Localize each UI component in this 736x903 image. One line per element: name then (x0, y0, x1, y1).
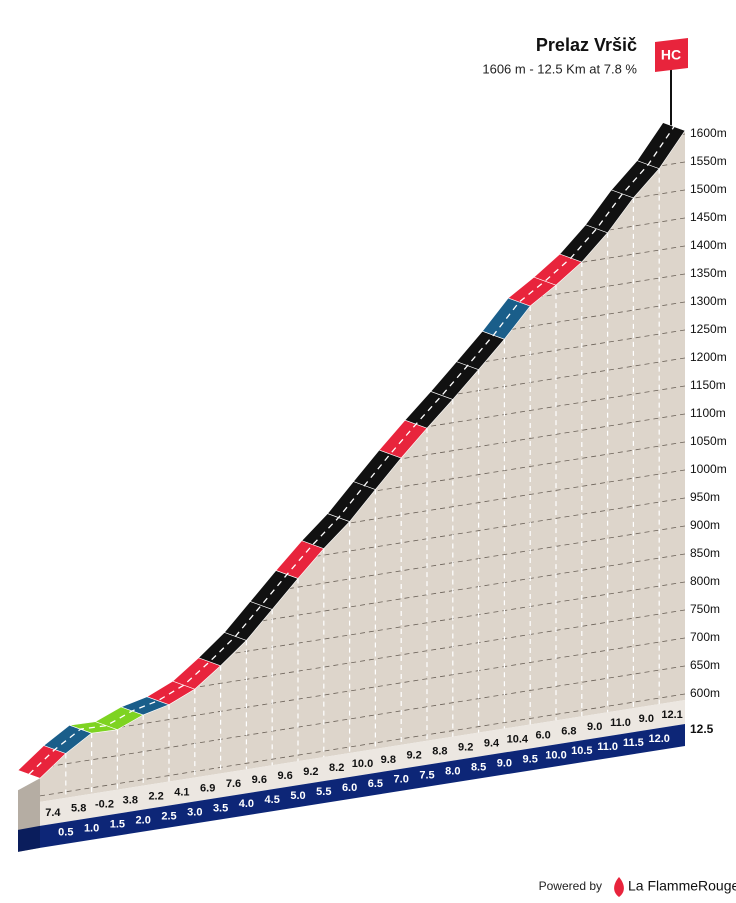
x-tick-label: 7.0 (394, 774, 409, 786)
x-tick-label: 5.5 (316, 786, 331, 798)
x-tick-label: 6.0 (342, 782, 357, 794)
x-tick-label: 1.0 (84, 823, 99, 835)
y-tick-label: 1000m (690, 462, 727, 476)
category-label: HC (661, 47, 681, 63)
gradient-label: 3.8 (123, 795, 138, 807)
gradient-label: 9.2 (303, 766, 318, 778)
gradient-label: 10.4 (507, 733, 529, 745)
y-tick-label: 750m (690, 602, 720, 616)
gradient-label: 5.8 (71, 803, 86, 815)
gradient-label: 9.2 (458, 742, 473, 754)
gradient-label: 10.0 (352, 758, 373, 770)
gradient-label: 9.2 (406, 750, 421, 762)
gradient-label: -0.2 (95, 799, 114, 811)
x-tick-label: 12.5 (690, 722, 714, 736)
y-tick-label: 1050m (690, 434, 727, 448)
gradient-label: 6.8 (561, 725, 576, 737)
brand: La FlammeRouge (628, 878, 736, 894)
x-tick-label: 9.0 (497, 757, 512, 769)
y-tick-label: 1300m (690, 294, 727, 308)
x-tick-label: 9.5 (523, 753, 538, 765)
y-tick-label: 800m (690, 574, 720, 588)
gradient-label: 9.0 (587, 721, 602, 733)
powered-by: Powered by (539, 879, 602, 893)
gradient-label: 7.4 (45, 807, 61, 819)
x-tick-label: 10.5 (571, 745, 592, 757)
x-tick-label: 4.0 (239, 798, 254, 810)
x-tick-label: 5.0 (290, 790, 305, 802)
gradient-label: 7.6 (226, 778, 241, 790)
gradient-label: 4.1 (174, 786, 189, 798)
y-tick-label: 700m (690, 630, 720, 644)
x-tick-label: 0.5 (58, 827, 73, 839)
title: Prelaz Vršič (536, 35, 637, 55)
x-tick-label: 3.5 (213, 802, 228, 814)
y-tick-label: 1550m (690, 154, 727, 168)
grid-line (40, 693, 685, 797)
y-tick-label: 1200m (690, 350, 727, 364)
x-tick-label: 7.5 (419, 770, 434, 782)
gradient-label: 9.4 (484, 737, 500, 749)
x-tick-label: 12.0 (648, 733, 669, 745)
gradient-label: 6.9 (200, 782, 215, 794)
y-tick-label: 1400m (690, 238, 727, 252)
gradient-strip (40, 700, 685, 826)
y-tick-label: 1350m (690, 266, 727, 280)
grid-line (40, 665, 685, 769)
gradient-label: 9.6 (252, 774, 267, 786)
gradient-label: 2.2 (148, 790, 163, 802)
y-tick-label: 1250m (690, 322, 727, 336)
y-tick-label: 600m (690, 686, 720, 700)
gradient-label: 9.6 (277, 770, 292, 782)
y-tick-label: 850m (690, 546, 720, 560)
x-tick-label: 2.0 (136, 815, 151, 827)
x-tick-label: 3.0 (187, 806, 202, 818)
category-flag (655, 38, 688, 72)
x-tick-label: 8.5 (471, 762, 486, 774)
plot: 600m 650m 700m 750m 800m 850m 900m 950m 1000m 105… (17, 122, 727, 852)
km-strip (40, 724, 685, 848)
gradient-label: 9.0 (639, 713, 654, 725)
gradient-label: 8.8 (432, 746, 447, 758)
x-tick-label: 11.5 (623, 737, 644, 749)
y-tick-label: 1100m (690, 406, 726, 420)
x-tick-label: 11.0 (597, 741, 618, 753)
subtitle: 1606 m - 12.5 Km at 7.8 % (482, 61, 637, 76)
gradient-label: 8.2 (329, 762, 344, 774)
y-tick-label: 1150m (690, 378, 726, 392)
brand-logo (614, 877, 624, 897)
grid-line (40, 637, 685, 741)
x-tick-label: 2.5 (161, 810, 176, 822)
km-strip-side (18, 825, 40, 852)
y-tick-label: 950m (690, 490, 720, 504)
x-tick-label: 6.5 (368, 778, 383, 790)
gradient-label: 9.8 (381, 754, 396, 766)
front-face (40, 130, 685, 802)
gradient-label: 11.0 (610, 717, 631, 729)
x-tick-label: 1.5 (110, 819, 125, 831)
y-tick-label: 1500m (690, 182, 727, 196)
road-centerline (28, 126, 675, 775)
y-tick-label: 1600m (690, 126, 727, 140)
x-tick-label: 4.5 (265, 794, 280, 806)
y-tick-label: 1450m (690, 210, 727, 224)
gradient-label: 6.0 (535, 729, 550, 741)
x-tick-label: 8.0 (445, 766, 460, 778)
x-tick-label: 10.0 (545, 749, 566, 761)
y-tick-label: 650m (690, 658, 720, 672)
y-tick-label: 900m (690, 518, 720, 532)
grid-line (40, 133, 685, 237)
gradient-label: 12.1 (661, 709, 682, 721)
